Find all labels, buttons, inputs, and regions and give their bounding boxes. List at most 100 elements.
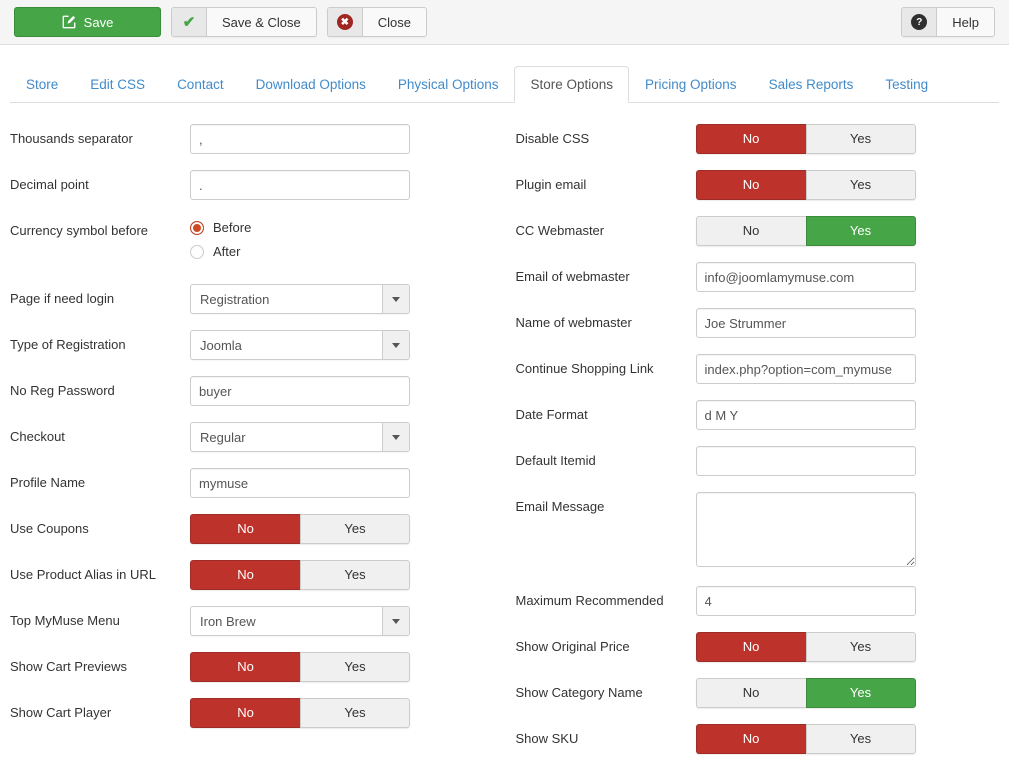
page-if-need-login-select[interactable]: Registration bbox=[190, 284, 410, 314]
tab-pricing-options[interactable]: Pricing Options bbox=[645, 77, 737, 92]
email-of-webmaster-input[interactable] bbox=[695, 262, 916, 292]
form-column-right: Disable CSS No Yes Plugin email No Yes CC Webm… bbox=[505, 124, 1000, 758]
field-control-currency-symbol-before: Before After bbox=[190, 216, 410, 268]
show-cart-previews-toggle: No Yes bbox=[190, 652, 410, 682]
field-control-show-cart-player: No Yes bbox=[190, 698, 410, 728]
help-button[interactable]: ? Help bbox=[901, 7, 995, 37]
no-reg-password-input[interactable] bbox=[190, 376, 410, 406]
tab-edit-css[interactable]: Edit CSS bbox=[90, 77, 146, 92]
field-row-name-of-webmaster: Name of webmaster bbox=[516, 308, 1000, 338]
show-original-price-toggle-no[interactable]: No bbox=[695, 632, 806, 662]
field-row-top-mymuse-menu: Top MyMuse Menu Iron Brew bbox=[10, 606, 505, 636]
tab-download-options[interactable]: Download Options bbox=[255, 77, 366, 92]
chevron-down-icon[interactable] bbox=[382, 423, 409, 451]
plugin-email-toggle-no[interactable]: No bbox=[695, 170, 806, 200]
tab-item: Download Options bbox=[240, 66, 382, 103]
decimal-point-input[interactable] bbox=[190, 170, 410, 200]
profile-name-input[interactable] bbox=[190, 468, 410, 498]
field-control-date-format bbox=[695, 400, 916, 430]
cc-webmaster-toggle-yes[interactable]: Yes bbox=[805, 216, 916, 246]
plugin-email-toggle-yes[interactable]: Yes bbox=[805, 170, 916, 200]
chevron-down-icon[interactable] bbox=[382, 607, 409, 635]
show-original-price-toggle: No Yes bbox=[695, 632, 916, 662]
field-control-type-of-registration: Joomla bbox=[190, 330, 410, 360]
maximum-recommended-input[interactable] bbox=[695, 586, 916, 616]
tab-store-options[interactable]: Store Options bbox=[514, 66, 630, 103]
show-cart-player-toggle-no[interactable]: No bbox=[190, 698, 300, 728]
tab-testing[interactable]: Testing bbox=[885, 77, 929, 92]
top-mymuse-menu-select-value: Iron Brew bbox=[200, 613, 256, 629]
show-sku-toggle-yes[interactable]: Yes bbox=[805, 724, 916, 754]
show-category-name-toggle-no[interactable]: No bbox=[695, 678, 806, 708]
tab-contact[interactable]: Contact bbox=[177, 77, 224, 92]
field-label-no-reg-password: No Reg Password bbox=[10, 383, 115, 398]
continue-shopping-link-input[interactable] bbox=[695, 354, 916, 384]
use-coupons-toggle-yes[interactable]: Yes bbox=[300, 514, 410, 544]
save-close-button[interactable]: ✔ Save & Close bbox=[171, 7, 317, 37]
thousands-separator-input[interactable] bbox=[190, 124, 410, 154]
show-sku-toggle-no[interactable]: No bbox=[695, 724, 806, 754]
tab-store[interactable]: Store bbox=[26, 77, 59, 92]
field-control-no-reg-password bbox=[190, 376, 410, 406]
field-row-decimal-point: Decimal point bbox=[10, 170, 505, 200]
radio-icon[interactable] bbox=[190, 244, 204, 259]
field-row-show-original-price: Show Original Price No Yes bbox=[516, 632, 1000, 662]
use-product-alias-in-url-toggle-no[interactable]: No bbox=[190, 560, 300, 590]
show-cart-previews-toggle-no[interactable]: No bbox=[190, 652, 300, 682]
field-label-show-category-name: Show Category Name bbox=[515, 685, 643, 700]
name-of-webmaster-input[interactable] bbox=[695, 308, 916, 338]
field-label-type-of-registration: Type of Registration bbox=[10, 337, 126, 352]
field-row-show-category-name: Show Category Name No Yes bbox=[516, 678, 1000, 708]
page-if-need-login-select-value: Registration bbox=[200, 291, 270, 307]
email-message-textarea[interactable] bbox=[695, 492, 916, 567]
show-cart-previews-toggle-yes[interactable]: Yes bbox=[300, 652, 410, 682]
field-row-maximum-recommended: Maximum Recommended bbox=[516, 586, 1000, 616]
disable-css-toggle-yes[interactable]: Yes bbox=[805, 124, 916, 154]
field-row-currency-symbol-before: Currency symbol before Before After bbox=[10, 216, 505, 268]
default-itemid-input[interactable] bbox=[695, 446, 916, 476]
show-cart-player-toggle: No Yes bbox=[190, 698, 410, 728]
currency-symbol-before-radio-after[interactable]: After bbox=[190, 244, 410, 259]
type-of-registration-select[interactable]: Joomla bbox=[190, 330, 410, 360]
chevron-down-icon[interactable] bbox=[382, 331, 409, 359]
field-control-show-cart-previews: No Yes bbox=[190, 652, 410, 682]
show-category-name-toggle: No Yes bbox=[695, 678, 916, 708]
show-cart-player-toggle-yes[interactable]: Yes bbox=[300, 698, 410, 728]
top-mymuse-menu-select[interactable]: Iron Brew bbox=[190, 606, 410, 636]
currency-symbol-before-radio-before[interactable]: Before bbox=[190, 220, 410, 235]
chevron-down-icon[interactable] bbox=[382, 285, 409, 313]
show-original-price-toggle-yes[interactable]: Yes bbox=[805, 632, 916, 662]
checkout-select-value: Regular bbox=[200, 429, 246, 445]
tab-sales-reports[interactable]: Sales Reports bbox=[768, 77, 854, 92]
radio-icon[interactable] bbox=[190, 220, 204, 235]
field-control-disable-css: No Yes bbox=[695, 124, 916, 154]
tab-physical-options[interactable]: Physical Options bbox=[397, 77, 499, 92]
help-circle-icon: ? bbox=[902, 8, 938, 36]
currency-symbol-before-radio-group: Before After bbox=[190, 216, 410, 259]
use-product-alias-in-url-toggle-yes[interactable]: Yes bbox=[300, 560, 410, 590]
show-category-name-toggle-yes[interactable]: Yes bbox=[805, 678, 916, 708]
show-sku-toggle: No Yes bbox=[695, 724, 916, 754]
date-format-input[interactable] bbox=[695, 400, 916, 430]
field-row-date-format: Date Format bbox=[516, 400, 1000, 430]
field-label-continue-shopping-link: Continue Shopping Link bbox=[515, 361, 654, 376]
caret-glyph bbox=[392, 296, 400, 302]
field-control-show-original-price: No Yes bbox=[695, 632, 916, 662]
field-label-email-of-webmaster: Email of webmaster bbox=[515, 269, 630, 284]
field-control-name-of-webmaster bbox=[695, 308, 916, 338]
field-control-maximum-recommended bbox=[695, 586, 916, 616]
caret-glyph bbox=[392, 434, 400, 440]
close-button[interactable]: ✖ Close bbox=[326, 7, 428, 37]
save-button[interactable]: Save bbox=[14, 7, 161, 37]
checkout-select[interactable]: Regular bbox=[190, 422, 410, 452]
disable-css-toggle-no[interactable]: No bbox=[695, 124, 806, 154]
radio-label: Before bbox=[213, 220, 252, 235]
field-row-default-itemid: Default Itemid bbox=[516, 446, 1000, 476]
cc-webmaster-toggle-no[interactable]: No bbox=[695, 216, 806, 246]
use-coupons-toggle-no[interactable]: No bbox=[190, 514, 300, 544]
field-label-show-cart-player: Show Cart Player bbox=[10, 705, 112, 720]
field-control-page-if-need-login: Registration bbox=[190, 284, 410, 314]
field-row-checkout: Checkout Regular bbox=[10, 422, 505, 452]
field-control-use-product-alias-in-url: No Yes bbox=[190, 560, 410, 590]
disable-css-toggle: No Yes bbox=[695, 124, 916, 154]
